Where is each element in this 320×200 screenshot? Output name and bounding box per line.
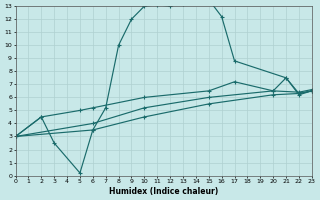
X-axis label: Humidex (Indice chaleur): Humidex (Indice chaleur) [109, 187, 218, 196]
